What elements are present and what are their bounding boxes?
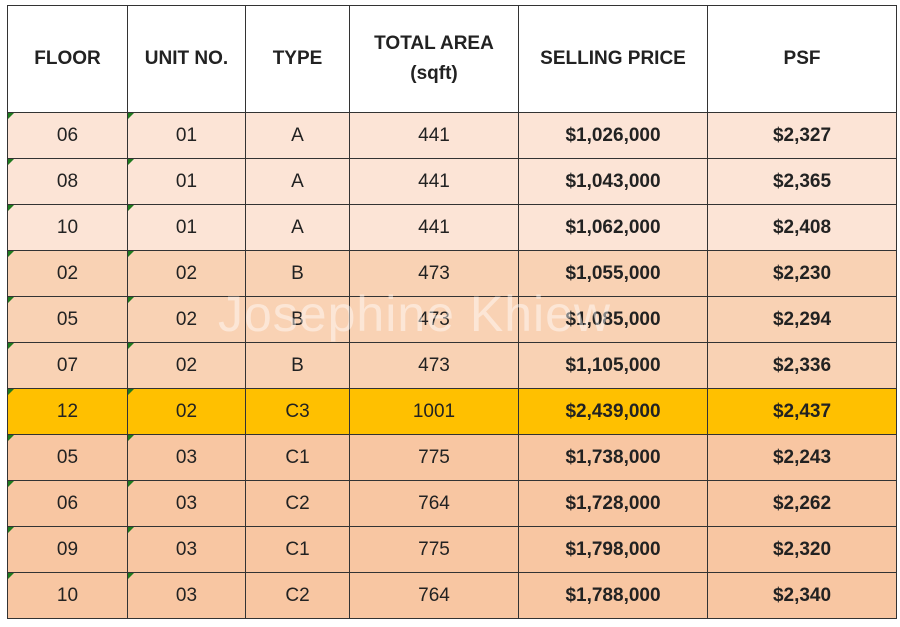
cell-unit-no: 01: [127, 158, 246, 205]
cell-type: C2: [245, 572, 350, 619]
cell-floor: 10: [7, 572, 128, 619]
cell-selling-price: $1,728,000: [518, 480, 708, 527]
cell-psf: $2,336: [707, 342, 897, 389]
cell-floor: 06: [7, 112, 128, 159]
cell-selling-price: $1,043,000: [518, 158, 708, 205]
header-area-unit: (sqft): [410, 63, 458, 84]
cell-type: C1: [245, 434, 350, 481]
cell-psf: $2,262: [707, 480, 897, 527]
cell-total-area: 1001: [349, 388, 519, 435]
cell-psf: $2,437: [707, 388, 897, 435]
cell-total-area: 775: [349, 526, 519, 573]
cell-selling-price: $1,105,000: [518, 342, 708, 389]
cell-total-area: 473: [349, 296, 519, 343]
table-row: 09 03 C1 775 $1,798,000 $2,320: [7, 526, 897, 573]
cell-total-area: 473: [349, 342, 519, 389]
cell-total-area: 473: [349, 250, 519, 297]
cell-type: A: [245, 204, 350, 251]
cell-unit-no: 01: [127, 112, 246, 159]
cell-psf: $2,365: [707, 158, 897, 205]
cell-type: C3: [245, 388, 350, 435]
cell-unit-no: 03: [127, 434, 246, 481]
cell-type: A: [245, 112, 350, 159]
header-unit-no: UNIT NO.: [127, 5, 246, 113]
cell-selling-price: $1,026,000: [518, 112, 708, 159]
header-row: FLOOR UNIT NO. TYPE TOTAL AREA (sqft) SEL…: [7, 5, 897, 113]
cell-total-area: 775: [349, 434, 519, 481]
cell-type: B: [245, 250, 350, 297]
cell-unit-no: 02: [127, 296, 246, 343]
cell-psf: $2,408: [707, 204, 897, 251]
table-row: 07 02 B 473 $1,105,000 $2,336: [7, 342, 897, 389]
header-floor: FLOOR: [7, 5, 128, 113]
cell-psf: $2,340: [707, 572, 897, 619]
cell-unit-no: 02: [127, 342, 246, 389]
table-row: 06 03 C2 764 $1,728,000 $2,262: [7, 480, 897, 527]
cell-unit-no: 03: [127, 572, 246, 619]
cell-type: B: [245, 296, 350, 343]
cell-floor: 12: [7, 388, 128, 435]
cell-selling-price: $1,055,000: [518, 250, 708, 297]
cell-total-area: 441: [349, 158, 519, 205]
cell-total-area: 764: [349, 480, 519, 527]
cell-floor: 08: [7, 158, 128, 205]
table-row: 05 02 B 473 $1,085,000 $2,294: [7, 296, 897, 343]
header-selling-price: SELLING PRICE: [518, 5, 708, 113]
price-table: FLOOR UNIT NO. TYPE TOTAL AREA (sqft) SEL…: [7, 5, 897, 619]
table-row: 05 03 C1 775 $1,738,000 $2,243: [7, 434, 897, 481]
table-row: 06 01 A 441 $1,026,000 $2,327: [7, 112, 897, 159]
table-row: 10 01 A 441 $1,062,000 $2,408: [7, 204, 897, 251]
table-row: 10 03 C2 764 $1,788,000 $2,340: [7, 572, 897, 619]
cell-selling-price: $2,439,000: [518, 388, 708, 435]
cell-unit-no: 01: [127, 204, 246, 251]
header-area-label: TOTAL AREA: [374, 33, 494, 54]
table-row-highlighted: 12 02 C3 1001 $2,439,000 $2,437: [7, 388, 897, 435]
cell-type: C2: [245, 480, 350, 527]
cell-unit-no: 03: [127, 526, 246, 573]
cell-selling-price: $1,798,000: [518, 526, 708, 573]
table-row: 02 02 B 473 $1,055,000 $2,230: [7, 250, 897, 297]
cell-psf: $2,320: [707, 526, 897, 573]
cell-unit-no: 02: [127, 250, 246, 297]
cell-type: C1: [245, 526, 350, 573]
cell-floor: 02: [7, 250, 128, 297]
cell-type: B: [245, 342, 350, 389]
cell-floor: 07: [7, 342, 128, 389]
cell-total-area: 441: [349, 204, 519, 251]
cell-psf: $2,243: [707, 434, 897, 481]
cell-unit-no: 03: [127, 480, 246, 527]
cell-selling-price: $1,085,000: [518, 296, 708, 343]
cell-floor: 05: [7, 434, 128, 481]
cell-total-area: 764: [349, 572, 519, 619]
cell-floor: 10: [7, 204, 128, 251]
cell-psf: $2,294: [707, 296, 897, 343]
header-total-area: TOTAL AREA (sqft): [349, 5, 519, 113]
cell-psf: $2,230: [707, 250, 897, 297]
cell-selling-price: $1,788,000: [518, 572, 708, 619]
cell-floor: 09: [7, 526, 128, 573]
header-psf: PSF: [707, 5, 897, 113]
header-type: TYPE: [245, 5, 350, 113]
table-row: 08 01 A 441 $1,043,000 $2,365: [7, 158, 897, 205]
cell-floor: 06: [7, 480, 128, 527]
cell-selling-price: $1,738,000: [518, 434, 708, 481]
cell-psf: $2,327: [707, 112, 897, 159]
cell-unit-no: 02: [127, 388, 246, 435]
cell-floor: 05: [7, 296, 128, 343]
cell-type: A: [245, 158, 350, 205]
cell-total-area: 441: [349, 112, 519, 159]
cell-selling-price: $1,062,000: [518, 204, 708, 251]
